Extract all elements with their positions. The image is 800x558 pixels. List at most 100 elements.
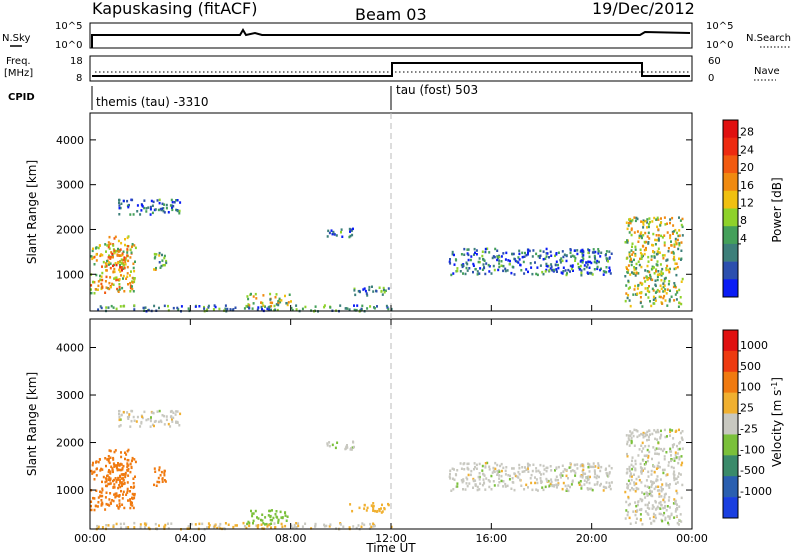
scatter-pixel	[659, 284, 662, 287]
scatter-pixel	[561, 272, 564, 275]
scatter-pixel	[519, 263, 522, 267]
scatter-pixel	[327, 229, 330, 233]
cpid-entry-1: themis (tau) -3310	[96, 95, 209, 109]
scatter-pixel	[163, 256, 166, 260]
scatter-pixel	[126, 450, 129, 453]
scatter-pixel	[267, 308, 270, 312]
scatter-pixel	[502, 485, 505, 488]
scatter-pixel	[529, 477, 532, 480]
scatter-pixel	[640, 481, 643, 484]
scatter-pixel	[274, 513, 277, 516]
colorbar-block	[723, 330, 738, 352]
scatter-pixel	[648, 285, 650, 288]
scatter-pixel	[527, 463, 530, 466]
scatter-pixel	[475, 467, 478, 470]
scatter-pixel	[641, 282, 644, 285]
scatter-pixel	[626, 239, 628, 242]
scatter-pixel	[534, 261, 536, 264]
scatter-pixel	[325, 524, 328, 528]
scatter-pixel	[179, 412, 182, 416]
scatter-pixel	[673, 476, 676, 480]
scatter-pixel	[247, 297, 250, 301]
scatter-pixel	[630, 473, 633, 476]
scatter-pixel	[670, 244, 673, 247]
scatter-pixel	[476, 485, 479, 489]
scatter-pixel	[465, 261, 468, 264]
scatter-pixel	[662, 506, 665, 510]
scatter-pixel	[117, 494, 120, 498]
scatter-pixel	[487, 263, 490, 267]
scatter-pixel	[486, 247, 489, 250]
scatter-pixel	[521, 466, 524, 469]
scatter-pixel	[123, 522, 126, 525]
scatter-pixel	[671, 230, 674, 234]
scatter-pixel	[561, 464, 564, 467]
scatter-pixel	[203, 307, 206, 310]
scatter-pixel	[660, 221, 662, 224]
scatter-pixel	[681, 277, 684, 281]
scatter-pixel	[500, 469, 503, 473]
scatter-pixel	[124, 475, 127, 479]
scatter-pixel	[681, 447, 684, 450]
scatter-pixel	[608, 270, 611, 273]
scatter-pixel	[628, 444, 631, 447]
scatter-pixel	[464, 272, 467, 276]
scatter-pixel	[346, 446, 349, 449]
scatter-pixel	[643, 492, 646, 496]
freq-tick-bottom: 8	[76, 73, 82, 84]
scatter-pixel	[673, 459, 676, 462]
scatter-pixel	[674, 454, 677, 457]
scatter-pixel	[234, 306, 237, 309]
scatter-pixel	[669, 428, 672, 431]
scatter-pixel	[640, 470, 643, 473]
scatter-pixel	[646, 506, 649, 509]
scatter-pixel	[465, 266, 468, 270]
scatter-pixel	[673, 267, 676, 271]
scatter-pixel	[134, 246, 137, 250]
scatter-pixel	[581, 252, 584, 255]
nsky-trace	[91, 28, 691, 48]
scatter-pixel	[481, 464, 484, 468]
scatter-pixel	[676, 492, 679, 495]
scatter-pixel	[555, 483, 558, 486]
scatter-pixel	[635, 267, 638, 270]
scatter-pixel	[484, 247, 487, 251]
scatter-pixel	[132, 213, 135, 216]
scatter-pixel	[370, 504, 373, 507]
scatter-pixel	[680, 223, 683, 227]
scatter-pixel	[649, 433, 651, 436]
scatter-pixel	[504, 258, 507, 261]
scatter-pixel	[632, 272, 635, 275]
scatter-pixel	[466, 467, 469, 470]
colorbar-tick-label: -500	[740, 464, 765, 477]
scatter-pixel	[158, 524, 160, 527]
scatter-pixel	[675, 298, 678, 301]
scatter-pixel	[624, 275, 627, 278]
scatter-pixel	[126, 236, 129, 240]
scatter-pixel	[118, 418, 121, 422]
scatter-pixel	[107, 455, 110, 458]
scatter-pixel	[665, 267, 668, 270]
scatter-pixel	[542, 464, 545, 468]
scatter-pixel	[569, 248, 572, 251]
scatter-pixel	[596, 265, 599, 269]
scatter-pixel	[363, 507, 366, 510]
scatter-pixel	[664, 288, 667, 291]
scatter-pixel	[664, 516, 667, 520]
scatter-pixel	[109, 492, 112, 495]
scatter-pixel	[636, 292, 639, 295]
scatter-pixel	[579, 264, 582, 268]
scatter-pixel	[357, 524, 360, 527]
scatter-pixel	[676, 521, 679, 525]
scatter-pixel	[112, 244, 115, 247]
scatter-pixel	[664, 299, 667, 302]
scatter-pixel	[340, 231, 342, 234]
scatter-pixel	[372, 508, 375, 511]
scatter-pixel	[213, 304, 216, 307]
scatter-pixel	[492, 264, 495, 268]
scatter-pixel	[523, 255, 526, 258]
scatter-pixel	[633, 231, 636, 234]
x-tick-label: 00:00	[74, 532, 106, 545]
scatter-pixel	[587, 478, 590, 481]
scatter-pixel	[525, 268, 528, 271]
